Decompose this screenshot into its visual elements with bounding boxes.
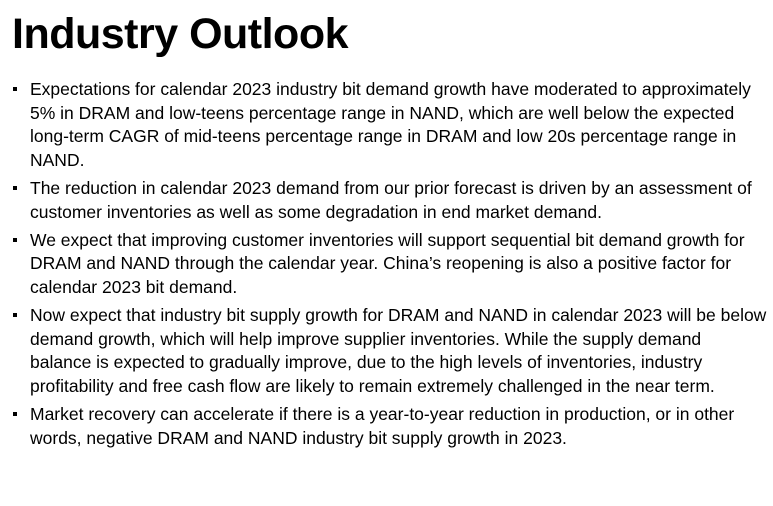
bullet-marker [13, 237, 17, 242]
bullet-item: We expect that improving customer invent… [12, 229, 767, 300]
bullet-text: The reduction in calendar 2023 demand fr… [30, 177, 752, 222]
bullet-marker [13, 412, 17, 417]
bullet-item: Market recovery can accelerate if there … [12, 403, 767, 450]
bullet-item: The reduction in calendar 2023 demand fr… [12, 177, 767, 224]
bullet-text: Market recovery can accelerate if there … [30, 404, 735, 448]
bullet-text: Expectations for calendar 2023 industry … [30, 79, 751, 170]
bullet-list: Expectations for calendar 2023 industry … [12, 78, 767, 455]
bullet-text: Now expect that industry bit supply grow… [30, 305, 767, 396]
bullet-marker [13, 185, 17, 190]
bullet-text: We expect that improving customer invent… [30, 229, 745, 297]
slide-title: Industry Outlook [12, 10, 349, 58]
bullet-marker [13, 87, 17, 91]
bullet-marker [13, 313, 17, 318]
bullet-item: Expectations for calendar 2023 industry … [12, 78, 767, 172]
bullet-item: Now expect that industry bit supply grow… [12, 304, 767, 398]
